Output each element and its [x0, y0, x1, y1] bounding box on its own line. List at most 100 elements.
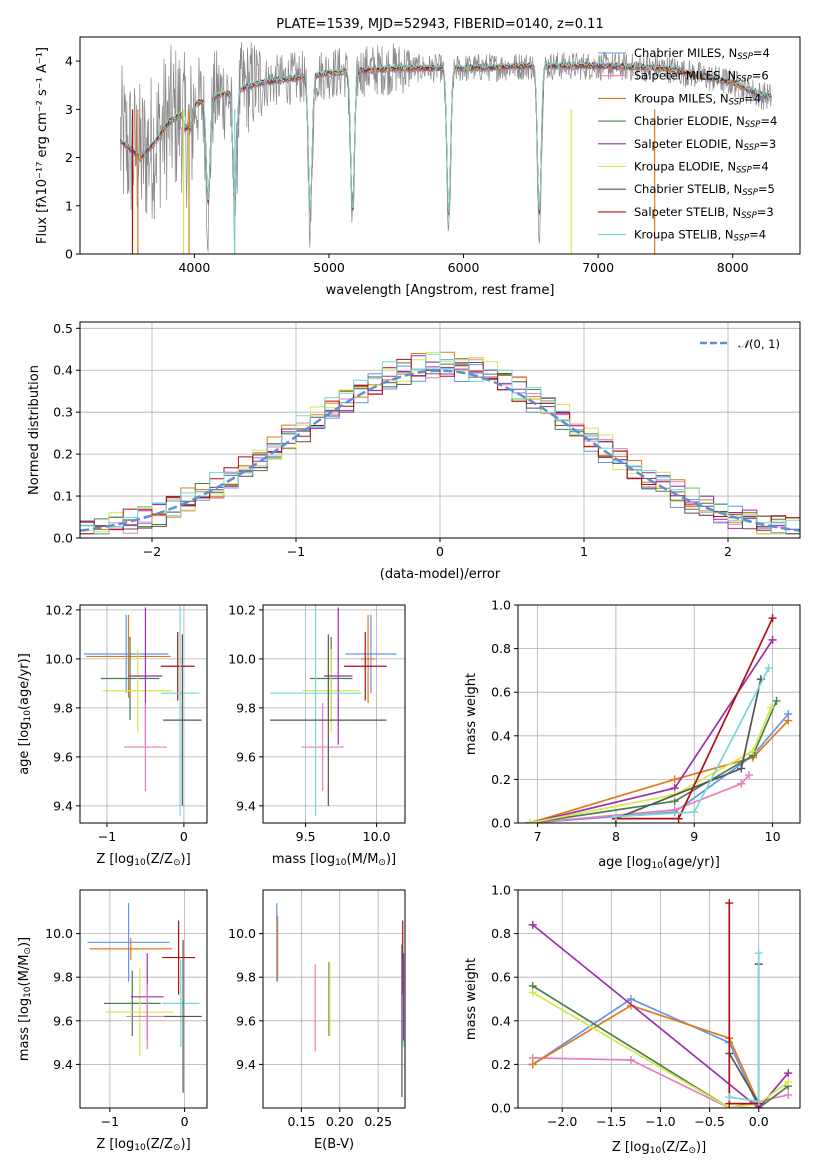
mass-vs-z-ylabel-part: mass [log	[17, 998, 32, 1061]
mass-vs-z-ytick-label: 9.6	[53, 1013, 73, 1028]
spectrum-legend-part: Salpeter ELODIE, N	[634, 137, 744, 151]
age-vs-mass-xlabel-part: (M/M	[347, 852, 379, 867]
mass-vs-z-ytick-label: 10.0	[45, 926, 73, 941]
residuals-hist-kroupa-stelib	[80, 353, 800, 535]
weight-vs-z-series-chabrier-elodie	[532, 985, 789, 1108]
residuals-legend-part: (0, 1)	[749, 337, 780, 351]
spectrum-legend-part: SSP	[736, 75, 752, 85]
spectrum-legend-part: Chabrier STELIB, N	[634, 182, 742, 196]
residuals-ylabel: Normed distribution	[27, 365, 42, 495]
spectrum-plot-area	[119, 41, 773, 254]
spectrum-ytick-label: 0	[65, 247, 73, 262]
mass-vs-z-plot-area	[87, 903, 202, 1093]
mass-vs-z-xlabel: Z [log10(Z/Z⊙)]	[96, 1137, 190, 1153]
weight-vs-age-ytick-label: 1.0	[491, 598, 511, 613]
spectrum-legend-entry: Chabrier ELODIE, NSSP=4	[634, 114, 777, 130]
spectrum-legend-part: =3	[759, 137, 776, 151]
spectrum-ytick-label: 1	[65, 198, 73, 213]
age-vs-mass-xlabel-part: )]	[386, 852, 396, 867]
spectrum-ylabel: Flux [fλ10⁻¹⁷ erg cm⁻² s⁻¹ A⁻¹]	[35, 47, 50, 244]
age-vs-mass-xtick-label: 10.0	[363, 829, 391, 844]
weight-vs-z-series-salpeter-elodie	[532, 924, 789, 1108]
spectrum-legend-part: SSP	[736, 166, 752, 176]
age-vs-mass-xlabel: mass [log10(M/M⊙)]	[272, 852, 396, 868]
spectrum-model-kroupa-stelib	[120, 60, 772, 214]
mass-vs-z-xtick-label: −1	[101, 1114, 119, 1129]
weight-vs-age-series-salpeter-miles-marker	[737, 779, 746, 788]
spectrum-xtick-label: 8000	[717, 260, 749, 275]
weight-vs-age-plot-area	[525, 614, 793, 823]
spectrum-legend-part: SSP	[741, 211, 757, 221]
weight-vs-z-xtick-label: −2.0	[547, 1114, 577, 1129]
age-vs-z-ylabel: age [log10(age/yr)]	[17, 653, 33, 775]
spectrum-title: PLATE=1539, MJD=52943, FIBERID=0140, z=0…	[276, 17, 603, 32]
age-vs-mass-ytick-label: 10.2	[228, 602, 256, 617]
age-vs-z-plot-area	[83, 605, 202, 816]
weight-vs-z-ytick-label: 0.2	[491, 1057, 511, 1072]
weight-vs-z-xtick-label: −1.0	[645, 1114, 675, 1129]
weight-vs-age-ytick-label: 0.6	[491, 685, 511, 700]
weight-vs-age-xtick-label: 8	[612, 829, 620, 844]
mass-vs-z-ytick-label: 9.4	[53, 1057, 73, 1072]
weight-vs-z-series-kroupa-elodie	[532, 991, 789, 1108]
weight-vs-age-xlabel-part: (age/yr)]	[663, 855, 720, 870]
weight-vs-age-series-kroupa-miles-marker	[670, 775, 679, 784]
weight-vs-age-series-kroupa-stelib-marker	[764, 664, 773, 673]
age-vs-z-ylabel-part: 10	[23, 710, 33, 722]
weight-vs-z-xlabel-part: Z [log	[612, 1140, 650, 1155]
mass-vs-z-xlabel-part: 10	[134, 1143, 146, 1153]
spectrum-legend-part: Salpeter MILES, N	[634, 69, 736, 83]
age-vs-z-ytick-label: 10.0	[45, 651, 73, 666]
weight-vs-age-series-salpeter-elodie-marker	[768, 635, 777, 644]
weight-vs-z-series-chabrier-stelib	[728, 964, 760, 1107]
spectrum-legend-part: Chabrier MILES, N	[634, 46, 737, 60]
weight-vs-age-series-kroupa-stelib	[615, 667, 770, 818]
age-vs-z-xlabel-part: Z [log	[96, 852, 134, 867]
spectrum-legend-entry: Salpeter MILES, NSSP=6	[634, 69, 769, 85]
spectrum-ytick-label: 4	[65, 54, 73, 69]
weight-vs-age-series-kroupa-stelib-marker	[611, 812, 620, 821]
age-vs-z-ytick-label: 9.8	[53, 700, 73, 715]
spectrum-legend-part: SSP	[729, 98, 745, 108]
residuals-xtick-label: −2	[143, 544, 161, 559]
spectrum-legend-part: SSP	[745, 120, 761, 130]
spectrum-xtick-label: 5000	[313, 260, 345, 275]
weight-vs-z-xlabel-part: (Z/Z	[661, 1140, 688, 1155]
spectrum-legend-part: =4	[749, 228, 766, 242]
weight-vs-age-ytick-label: 0.8	[491, 641, 511, 656]
weight-vs-age-series-salpeter-miles-marker	[745, 771, 754, 780]
age-vs-z-xlabel: Z [log10(Z/Z⊙)]	[96, 852, 190, 868]
residuals-ytick-label: 0.3	[53, 405, 73, 420]
mass-vs-ebv-frame	[262, 889, 406, 1109]
age-vs-z-ytick-label: 10.2	[45, 602, 73, 617]
mass-vs-ebv-ytick-label: 9.6	[236, 1013, 256, 1028]
age-vs-z-xtick-label: −1	[98, 829, 116, 844]
weight-vs-age-ytick-label: 0.4	[491, 728, 511, 743]
mass-vs-ebv-ytick-label: 9.4	[236, 1057, 256, 1072]
age-vs-z-ytick-label: 9.6	[53, 749, 73, 764]
age-vs-mass-xlabel-part: 10	[335, 858, 347, 868]
weight-vs-age-xlabel-part: age [log	[598, 855, 651, 870]
weight-vs-age-ytick-label: 0.2	[491, 772, 511, 787]
weight-vs-age-series-chabrier-stelib-marker	[737, 764, 746, 773]
weight-vs-z-series-kroupa-stelib-marker	[754, 1097, 763, 1106]
weight-vs-age-series-kroupa-elodie-marker	[749, 747, 757, 756]
residuals-xtick-label: 1	[580, 544, 588, 559]
spectrum-legend-entry: Kroupa MILES, NSSP=4	[634, 91, 761, 107]
spectrum-legend-entry: Salpeter ELODIE, NSSP=3	[634, 137, 776, 153]
weight-vs-z-frame	[517, 889, 801, 1109]
weight-vs-age-series-chabrier-elodie-marker	[772, 696, 781, 705]
spectrum-legend-entry: Chabrier STELIB, NSSP=5	[634, 182, 775, 198]
mass-vs-z-ylabel-part: )]	[17, 937, 32, 947]
mass-vs-ebv-xtick-label: 0.15	[287, 1114, 315, 1129]
age-vs-mass-xlabel-part: ⊙	[378, 858, 386, 868]
weight-vs-z-series-kroupa-stelib-marker	[754, 949, 763, 958]
age-vs-z-xlabel-part: 10	[134, 858, 146, 868]
weight-vs-z-series-salpeter-miles-marker	[626, 1056, 635, 1065]
weight-vs-z-series-kroupa-miles	[532, 1004, 760, 1104]
spectrum-frame	[79, 36, 801, 255]
age-vs-z-ylabel-part: (age/yr)]	[17, 653, 32, 710]
weight-vs-age-frame	[517, 604, 801, 824]
spectrum-legend-entry: Chabrier MILES, NSSP=4	[634, 46, 770, 62]
spectrum-legend-part: Chabrier ELODIE, N	[634, 114, 745, 128]
